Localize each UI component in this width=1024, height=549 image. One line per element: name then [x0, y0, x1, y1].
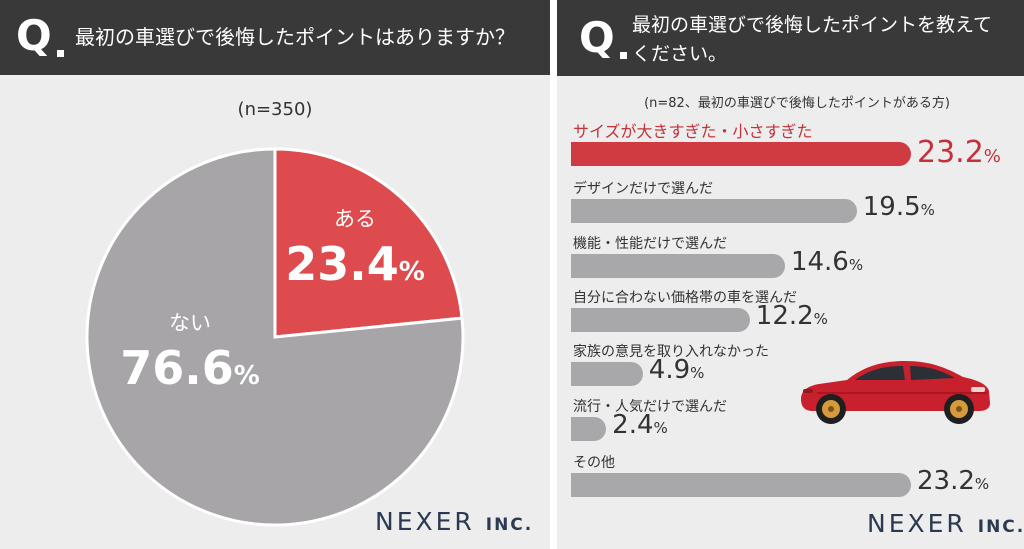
bar-row: 家族の意見を取り入れなかった 4.9%	[557, 341, 1024, 391]
logo-main-text: NEXER	[375, 507, 475, 536]
bar-category-label: その他	[573, 455, 615, 471]
bar-value-label: 12.2%	[756, 301, 828, 331]
bar-row: その他 23.2%	[557, 452, 1024, 502]
bar-row: サイズが大きすぎた・小さすぎた 23.2%	[557, 121, 1024, 171]
pie-label-yes-category: ある	[334, 207, 376, 231]
question-text: 最初の車選びで後悔したポイントを教えてください。	[632, 14, 993, 65]
sample-size-label: (n=350)	[237, 99, 313, 120]
logo-inc-text: INC.	[485, 515, 534, 535]
question-text: 最初の車選びで後悔したポイントはありますか？	[75, 25, 515, 49]
bar	[571, 254, 785, 278]
bar-value-number: 2.4	[612, 410, 654, 440]
bar-row: デザインだけで選んだ 19.5%	[557, 178, 1024, 228]
left-panel: Q 最初の車選びで後悔したポイントはありますか？ (n=350) ある 23.4…	[0, 0, 550, 549]
nexer-logo: NEXER INC.	[375, 507, 533, 536]
bar-row: 機能・性能だけで選んだ 14.6%	[557, 233, 1024, 283]
bar-category-label: サイズが大きすぎた・小さすぎた	[573, 122, 813, 141]
bar	[571, 417, 607, 441]
pie-label-yes-value: 23.4	[285, 237, 399, 291]
bar-category-label: 流行・人気だけで選んだ	[573, 399, 727, 415]
nexer-logo: NEXER INC.	[867, 509, 1024, 538]
bar-value-number: 23.2	[917, 466, 975, 496]
bar-value-unit: %	[848, 256, 864, 274]
bar-value-label: 19.5%	[863, 192, 935, 222]
bar-value-unit: %	[920, 201, 935, 219]
pie-slice-0	[273, 147, 464, 339]
question-mark-dot	[57, 50, 64, 57]
pie-slice-1	[85, 147, 465, 527]
bar-category-label: 家族の意見を取り入れなかった	[573, 344, 769, 360]
bar	[571, 308, 750, 332]
bar-category-label: 機能・性能だけで選んだ	[573, 236, 727, 252]
sample-size-label: (n=82、最初の車選びで後悔したポイントがある方)	[644, 96, 950, 111]
pie-label-no-category: ない	[169, 311, 211, 335]
bar-value-label: 4.9%	[649, 355, 705, 385]
question-header: Q 最初の車選びで後悔したポイントを教えてください。	[557, 0, 1024, 76]
right-panel: Q 最初の車選びで後悔したポイントを教えてください。 (n=82、最初の車選びで…	[557, 0, 1024, 549]
bar-row: 自分に合わない価格帯の車を選んだ 12.2%	[557, 287, 1024, 337]
bar-row: 流行・人気だけで選んだ 2.4%	[557, 396, 1024, 446]
bar-value-number: 14.6	[790, 247, 849, 277]
bar-value-number: 4.9	[648, 355, 691, 385]
bar-value-label: 23.2%	[917, 466, 989, 496]
bar-value-number: 19.5	[862, 192, 921, 222]
bar	[571, 362, 643, 386]
question-header: Q 最初の車選びで後悔したポイントはありますか？	[0, 0, 550, 75]
bar-value-label: 14.6%	[791, 247, 863, 277]
bar-value-unit: %	[813, 310, 828, 328]
bar-value-number: 12.2	[755, 301, 814, 331]
pie-label-yes: ある 23.4%	[275, 203, 435, 291]
question-mark-q: Q	[16, 11, 52, 60]
bar	[571, 142, 911, 166]
bar-value-label: 2.4%	[612, 410, 668, 440]
bar-value-unit: %	[983, 146, 1001, 167]
bar-value-unit: %	[974, 475, 990, 493]
pie-label-no-unit: %	[233, 361, 260, 391]
bar-value-unit: %	[653, 419, 668, 437]
bar	[571, 199, 857, 223]
bar-value-unit: %	[690, 364, 705, 382]
pie-label-yes-unit: %	[398, 257, 425, 287]
bar-category-label: 自分に合わない価格帯の車を選んだ	[573, 290, 797, 306]
pie-chart	[85, 147, 465, 527]
question-mark-dot	[620, 52, 627, 59]
question-mark-q: Q	[579, 13, 615, 62]
pie-label-no: ない 76.6%	[110, 307, 270, 395]
car-illustration-icon	[801, 361, 990, 424]
bar-category-label: デザインだけで選んだ	[573, 181, 713, 197]
bar-value-number: 23.2	[917, 135, 984, 170]
logo-main-text: NEXER	[867, 509, 967, 538]
bar-value-label: 23.2%	[917, 135, 1001, 170]
logo-inc-text: INC.	[977, 517, 1024, 537]
pie-label-no-value: 76.6	[120, 341, 234, 395]
bar	[571, 473, 911, 497]
